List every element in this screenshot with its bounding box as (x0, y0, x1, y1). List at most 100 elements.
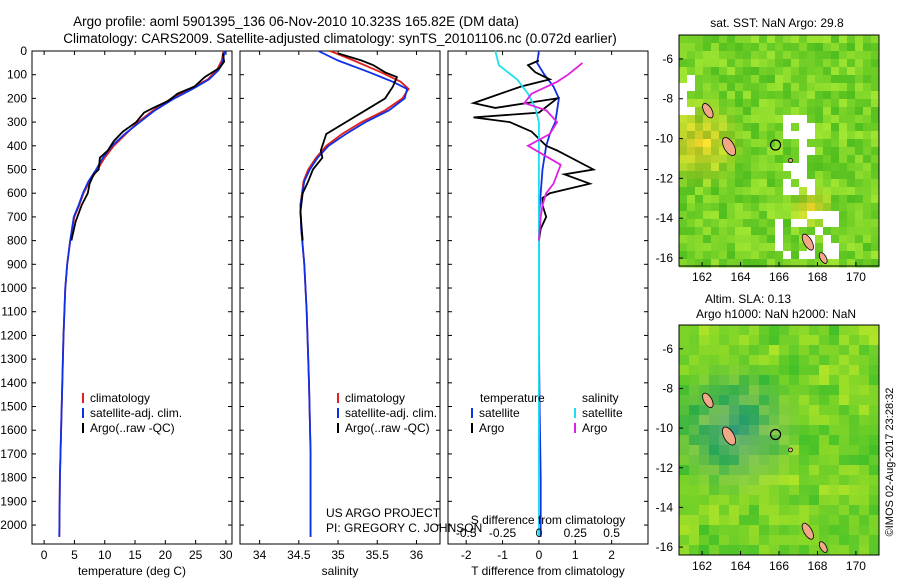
map-cell (839, 187, 848, 196)
map-cell (809, 445, 820, 456)
map-cell (799, 67, 808, 76)
map-cell (679, 67, 688, 76)
map-cell (769, 515, 780, 526)
map-cell (807, 259, 816, 268)
map-cell (783, 203, 792, 212)
map-cell (729, 545, 740, 556)
map-cell (823, 123, 832, 132)
map-cell (789, 325, 800, 336)
map-cell (871, 59, 880, 68)
map-cell (751, 187, 760, 196)
map-cell (687, 51, 696, 60)
map-cell (831, 235, 840, 244)
map-cell (783, 43, 792, 52)
map-cell (809, 535, 820, 546)
y-tick-label: 1300 (0, 352, 27, 366)
map-cell (687, 187, 696, 196)
map-cell (863, 35, 872, 44)
map-cell (839, 325, 850, 336)
map-cell (703, 211, 712, 220)
map-cell (679, 131, 688, 140)
map-cell (703, 115, 712, 124)
map-cell (855, 43, 864, 52)
map-cell (727, 195, 736, 204)
map-cell (789, 375, 800, 386)
map-cell (815, 139, 824, 148)
map-cell (709, 475, 720, 486)
map-cell (789, 465, 800, 476)
map-cell (687, 43, 696, 52)
map-cell (727, 35, 736, 44)
map-cell (819, 525, 830, 536)
map-cell (703, 131, 712, 140)
map-cell (871, 219, 880, 228)
map-cell (749, 545, 760, 556)
map-cell (703, 203, 712, 212)
map-cell (739, 485, 750, 496)
map-cell (687, 131, 696, 140)
x-tick-label: 162 (692, 559, 712, 573)
x-tick-label: 15 (128, 548, 142, 562)
map-cell (871, 67, 880, 76)
map-cell (847, 75, 856, 84)
series-line (522, 62, 584, 241)
map-cell (759, 475, 770, 486)
map-cell (783, 123, 792, 132)
map-cell (749, 335, 760, 346)
map-cell (759, 251, 768, 260)
island (702, 103, 714, 119)
map-cell (719, 219, 728, 228)
map-cell (779, 365, 790, 376)
map-cell (687, 211, 696, 220)
map-cell (799, 203, 808, 212)
map-cell (743, 171, 752, 180)
map-cell (711, 131, 720, 140)
map-cell (823, 131, 832, 140)
map-cell (859, 545, 870, 556)
map-cell (863, 107, 872, 116)
map-cell (775, 35, 784, 44)
map-cell (679, 155, 688, 164)
map-cell (729, 415, 740, 426)
map-cell (839, 147, 848, 156)
map-cell (679, 385, 690, 396)
map-cell (749, 325, 760, 336)
x2-tick-label: -0.25 (489, 526, 517, 540)
map-cell (759, 211, 768, 220)
map-cell (815, 187, 824, 196)
x-tick-label: 2 (608, 548, 615, 562)
map-cell (823, 155, 832, 164)
map-cell (839, 251, 848, 260)
map-cell (775, 195, 784, 204)
map-cell (679, 91, 688, 100)
map-cell (799, 405, 810, 416)
map-cell (699, 475, 710, 486)
map-cell (711, 171, 720, 180)
x-tick-label: 168 (807, 559, 827, 573)
map-cell (687, 83, 696, 92)
map-cell (807, 59, 816, 68)
map-cell (687, 171, 696, 180)
map-cell (751, 203, 760, 212)
y-tick-label: 1200 (0, 328, 27, 342)
map-cell (807, 91, 816, 100)
map-cell (823, 227, 832, 236)
map-cell (863, 91, 872, 100)
map-cell (743, 51, 752, 60)
y-tick-label: -10 (656, 132, 674, 146)
map-cell (689, 425, 700, 436)
map-cell (859, 435, 870, 446)
map-cell (791, 259, 800, 268)
map-cell (791, 211, 800, 220)
island (702, 392, 714, 408)
y-tick-label: 400 (7, 139, 27, 153)
map-cell (689, 465, 700, 476)
map-cell (767, 67, 776, 76)
map-cell (711, 115, 720, 124)
map-cell (855, 75, 864, 84)
map-cell (749, 385, 760, 396)
map-cell (831, 211, 840, 220)
map-cell (855, 115, 864, 124)
map-cell (807, 179, 816, 188)
map-cell (703, 43, 712, 52)
